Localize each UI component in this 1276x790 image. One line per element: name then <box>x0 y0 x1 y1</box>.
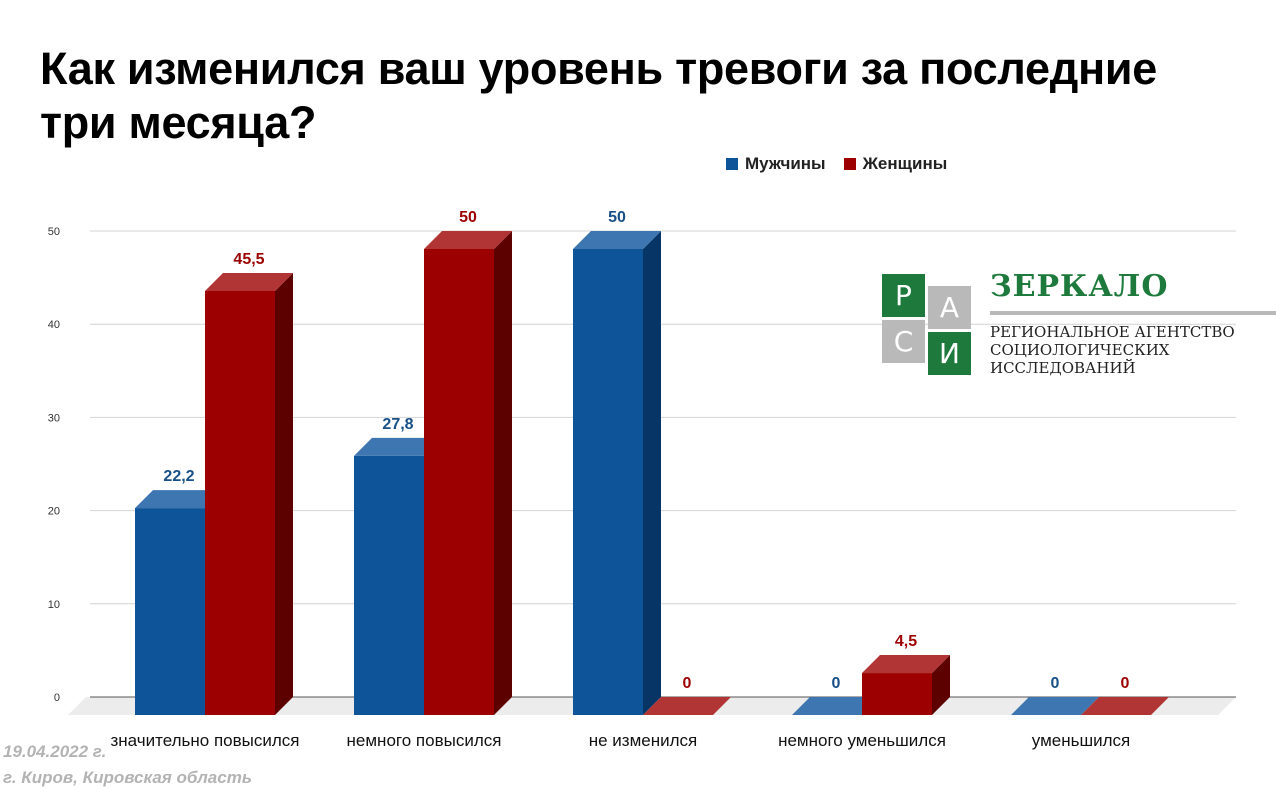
bar-top <box>643 697 731 715</box>
legend-item-women: Женщины <box>843 154 948 174</box>
footer-place: г. Киров, Кировская область <box>3 768 252 787</box>
bar-top <box>1081 697 1169 715</box>
legend-label-men: Мужчины <box>745 154 826 173</box>
category-label: немного повысился <box>347 731 502 750</box>
y-tick-label: 30 <box>48 412 60 424</box>
bar-front <box>862 673 932 715</box>
bar-front <box>424 249 494 715</box>
logo-box-r: Р <box>882 274 925 317</box>
logo-name: ЗЕРКАЛО <box>990 269 1169 304</box>
bar-front <box>135 508 205 715</box>
bar-front <box>573 249 643 715</box>
logo: Р А С И ЗЕРКАЛО РЕГИОНАЛЬНОЕ АГЕНТСТВО С… <box>882 269 1276 378</box>
category-label: немного уменьшился <box>778 731 946 750</box>
bar-top <box>205 272 293 291</box>
legend-label-women: Женщины <box>862 154 948 173</box>
data-label: 4,5 <box>895 633 917 650</box>
data-label: 0 <box>832 675 841 692</box>
data-label: 0 <box>1121 675 1130 692</box>
logo-box-i: И <box>928 332 971 375</box>
legend-swatch-women <box>843 158 856 170</box>
bar-top <box>1011 697 1099 715</box>
bar-side <box>932 655 950 715</box>
chart-title: Как изменился ваш уровень тревоги за пос… <box>40 43 1157 148</box>
bar-side <box>494 231 512 715</box>
bar-top <box>354 437 442 456</box>
data-label: 50 <box>608 209 626 226</box>
data-label: 50 <box>459 209 477 226</box>
category-label: не изменился <box>589 731 698 750</box>
bar-top <box>424 231 512 249</box>
y-tick-label: 10 <box>48 599 60 611</box>
logo-box-a: А <box>928 286 971 329</box>
bar-front <box>354 455 424 715</box>
category-label: уменьшился <box>1032 731 1130 750</box>
bar-top <box>862 655 950 674</box>
logo-subtitle-line-1: РЕГИОНАЛЬНОЕ АГЕНТСТВО <box>990 323 1235 341</box>
bar-side <box>643 231 661 715</box>
data-label: 45,5 <box>233 251 264 268</box>
bar-front <box>205 290 275 715</box>
data-label: 0 <box>1051 675 1060 692</box>
y-tick-label: 0 <box>54 692 60 704</box>
legend: Мужчины Женщины <box>726 154 947 174</box>
bar-top <box>792 697 880 715</box>
legend-swatch-men <box>726 158 738 170</box>
logo-subtitle-line-2: СОЦИОЛОГИЧЕСКИХ <box>990 341 1170 359</box>
bar-top <box>573 231 661 249</box>
logo-divider <box>990 311 1276 315</box>
y-tick-label: 20 <box>48 506 60 518</box>
bar-side <box>275 272 293 715</box>
category-label: значительно повысился <box>111 731 300 750</box>
logo-box-s: С <box>882 320 925 363</box>
logo-subtitle: РЕГИОНАЛЬНОЕ АГЕНТСТВО СОЦИОЛОГИЧЕСКИХ И… <box>990 323 1276 377</box>
footer-date: 19.04.2022 г. <box>3 742 107 761</box>
data-label: 22,2 <box>163 468 194 485</box>
legend-item-men: Мужчины <box>726 154 826 174</box>
data-label: 27,8 <box>382 416 413 433</box>
y-tick-label: 40 <box>48 319 60 331</box>
bar-top <box>135 490 223 509</box>
logo-subtitle-line-3: ИССЛЕДОВАНИЙ <box>990 359 1136 377</box>
y-tick-label: 50 <box>48 226 60 238</box>
data-label: 0 <box>683 675 692 692</box>
